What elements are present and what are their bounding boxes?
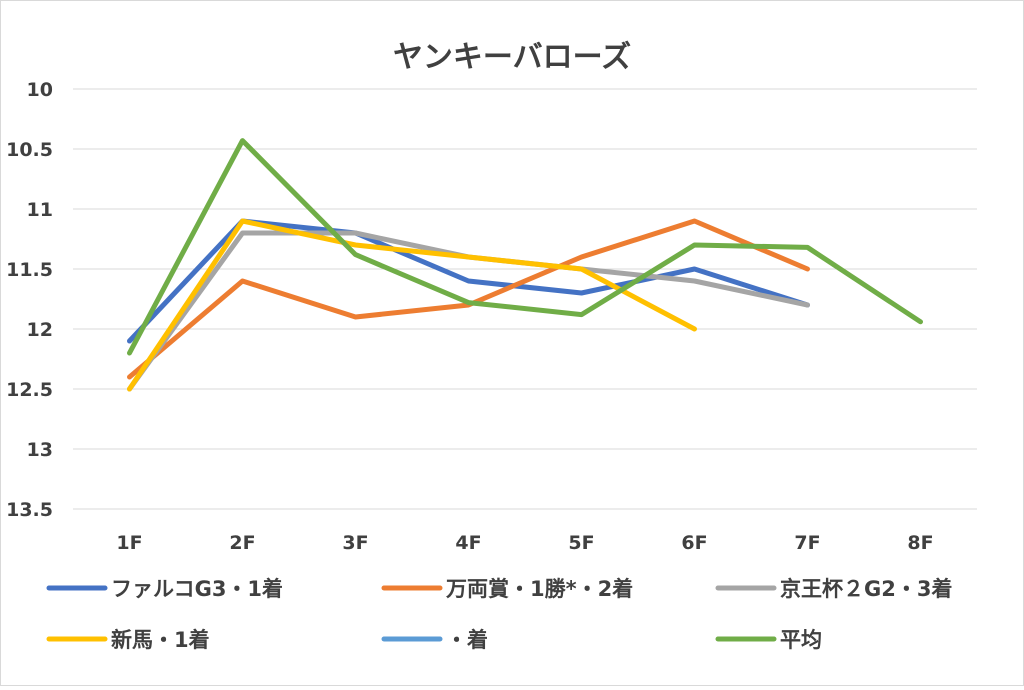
legend-label: 京王杯２G2・3着 bbox=[780, 577, 952, 601]
legend-item: ファルコG3・1着 bbox=[46, 577, 283, 601]
x-tick-label: 2F bbox=[229, 532, 255, 554]
x-tick-label: 8F bbox=[907, 532, 933, 554]
legend-label: 新馬・1着 bbox=[111, 628, 210, 652]
y-tick-label: 11.5 bbox=[6, 259, 53, 281]
y-axis-ticks: 10 10.5 11 11.5 12 12.5 13 13.5 bbox=[6, 79, 53, 521]
series-lines bbox=[127, 138, 923, 392]
y-tick-label: 10.5 bbox=[6, 139, 53, 161]
chart-title: ヤンキーバローズ bbox=[393, 40, 631, 75]
x-tick-label: 6F bbox=[681, 532, 707, 554]
x-tick-label: 7F bbox=[794, 532, 820, 554]
legend-label: 平均 bbox=[780, 628, 822, 652]
legend-label: 万両賞・1勝*・2着 bbox=[445, 577, 633, 601]
y-tick-label: 13.5 bbox=[6, 499, 53, 521]
series-line-5 bbox=[127, 138, 923, 356]
series-line-3 bbox=[127, 218, 697, 392]
x-tick-label: 5F bbox=[568, 532, 594, 554]
legend-item: 新馬・1着 bbox=[46, 628, 210, 652]
y-tick-label: 13 bbox=[27, 439, 53, 461]
x-tick-label: 3F bbox=[342, 532, 368, 554]
y-tick-label: 12.5 bbox=[6, 379, 53, 401]
x-axis-ticks: 1F 2F 3F 4F 5F 6F 7F 8F bbox=[116, 532, 933, 554]
y-tick-label: 12 bbox=[27, 319, 53, 341]
legend-label: ・着 bbox=[446, 628, 488, 652]
x-tick-label: 1F bbox=[116, 532, 142, 554]
legend-item: ・着 bbox=[381, 628, 488, 652]
y-tick-label: 11 bbox=[27, 199, 53, 221]
legend-item: 平均 bbox=[715, 628, 822, 652]
legend-item: 万両賞・1勝*・2着 bbox=[381, 577, 633, 601]
legend-item: 京王杯２G2・3着 bbox=[715, 577, 952, 601]
legend-label: ファルコG3・1着 bbox=[111, 577, 283, 601]
x-tick-label: 4F bbox=[455, 532, 481, 554]
gridlines bbox=[73, 88, 977, 510]
y-tick-label: 10 bbox=[27, 79, 53, 101]
